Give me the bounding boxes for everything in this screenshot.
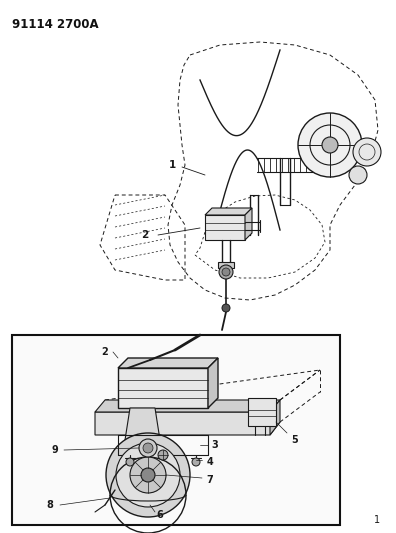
Circle shape: [106, 433, 190, 517]
Text: 4: 4: [207, 457, 213, 467]
Text: 1: 1: [168, 160, 175, 170]
Circle shape: [141, 468, 155, 482]
Circle shape: [116, 443, 180, 507]
Text: 7: 7: [207, 475, 213, 485]
Circle shape: [222, 304, 230, 312]
Polygon shape: [218, 262, 234, 268]
Polygon shape: [118, 358, 218, 368]
Polygon shape: [270, 400, 280, 435]
Text: 91114 2700A: 91114 2700A: [12, 18, 99, 31]
Text: 6: 6: [157, 510, 164, 520]
Bar: [248, 398, 276, 426]
Circle shape: [143, 443, 153, 453]
Circle shape: [322, 137, 338, 153]
Circle shape: [158, 450, 168, 460]
Polygon shape: [95, 400, 280, 412]
Polygon shape: [208, 358, 218, 408]
Text: 8: 8: [47, 500, 53, 510]
Circle shape: [139, 439, 157, 457]
Circle shape: [353, 138, 381, 166]
Polygon shape: [118, 368, 208, 408]
Text: 3: 3: [211, 440, 218, 450]
Text: 1: 1: [374, 515, 380, 525]
Circle shape: [192, 458, 200, 466]
Circle shape: [219, 265, 233, 279]
Polygon shape: [205, 208, 252, 215]
Polygon shape: [245, 208, 252, 240]
Polygon shape: [205, 215, 245, 240]
Text: 9: 9: [51, 445, 58, 455]
Circle shape: [349, 166, 367, 184]
Text: 5: 5: [291, 435, 298, 445]
Circle shape: [222, 268, 230, 276]
Text: 2: 2: [102, 347, 109, 357]
Circle shape: [126, 458, 134, 466]
Circle shape: [298, 113, 362, 177]
Polygon shape: [125, 408, 160, 440]
Circle shape: [130, 457, 166, 493]
Bar: [12, 335, 340, 525]
Text: 2: 2: [141, 230, 148, 240]
Polygon shape: [95, 412, 280, 435]
